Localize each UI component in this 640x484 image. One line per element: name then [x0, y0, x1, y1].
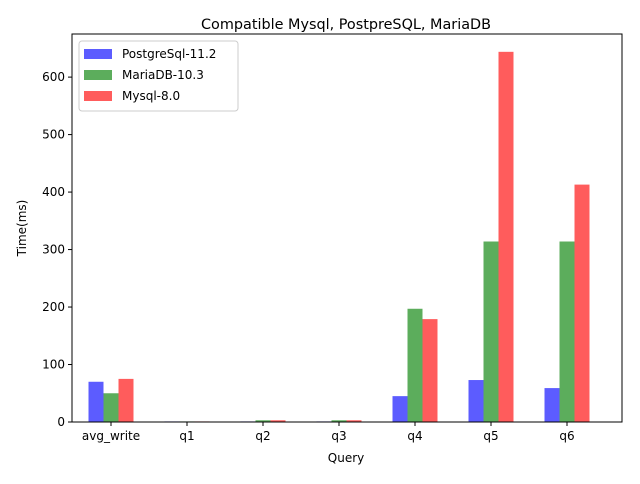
bar-mariadb-10-3-q6: [559, 241, 575, 422]
y-tick-label: 600: [42, 70, 65, 84]
legend-swatch: [84, 49, 112, 59]
bar-mysql-8-0-avg-write: [118, 378, 134, 422]
legend-label: PostgreSql-11.2: [122, 47, 216, 61]
legend-swatch: [84, 91, 112, 101]
x-tick-label: q1: [179, 429, 194, 443]
x-tick-label: q2: [255, 429, 270, 443]
bar-postgresql-11-2-q4: [392, 396, 408, 422]
chart-title: Compatible Mysql, PostpreSQL, MariaDB: [201, 17, 491, 33]
bar-mysql-8-0-q6: [574, 184, 590, 422]
y-axis-label: Time(ms): [15, 200, 29, 258]
x-tick-label: q6: [559, 429, 574, 443]
bar-postgresql-11-2-q6: [544, 388, 560, 422]
y-tick-label: 100: [42, 358, 65, 372]
legend: PostgreSql-11.2 MariaDB-10.3 Mysql-8.0: [78, 40, 239, 112]
x-tick-label: avg_write: [82, 429, 140, 443]
plot-frame: [71, 33, 623, 423]
y-tick-label: 400: [42, 185, 65, 199]
bar-mariadb-10-3-q4: [407, 308, 423, 422]
legend-box: [78, 40, 239, 112]
bar-mariadb-10-3-avg-write: [103, 393, 119, 422]
x-tick-label: q4: [407, 429, 422, 443]
x-axis-ticks: avg_write q1 q2 q3 q4 q5 q6: [82, 422, 575, 443]
y-tick-label: 200: [42, 300, 65, 314]
bar-mysql-8-0-q4: [422, 319, 438, 422]
y-tick-label: 300: [42, 243, 65, 257]
bar-mysql-8-0-q2: [270, 420, 286, 422]
y-axis-ticks: 0 100 200 300 400 500 600: [42, 70, 72, 429]
x-tick-label: q5: [483, 429, 498, 443]
y-tick-label: 500: [42, 128, 65, 142]
legend-label: MariaDB-10.3: [122, 68, 204, 82]
bar-postgresql-11-2-avg-write: [88, 381, 104, 422]
x-axis-label: Query: [328, 451, 364, 465]
legend-swatch: [84, 70, 112, 80]
x-tick-label: q3: [331, 429, 346, 443]
bars-group: [88, 51, 590, 422]
bar-mariadb-10-3-q5: [483, 241, 499, 422]
legend-label: Mysql-8.0: [122, 89, 180, 103]
bar-mariadb-10-3-q2: [255, 420, 271, 422]
bar-postgresql-11-2-q5: [468, 380, 484, 422]
bar-mysql-8-0-q3: [346, 420, 362, 422]
y-tick-label: 0: [57, 415, 65, 429]
bar-mariadb-10-3-q3: [331, 420, 347, 422]
bar-mysql-8-0-q5: [498, 51, 514, 422]
